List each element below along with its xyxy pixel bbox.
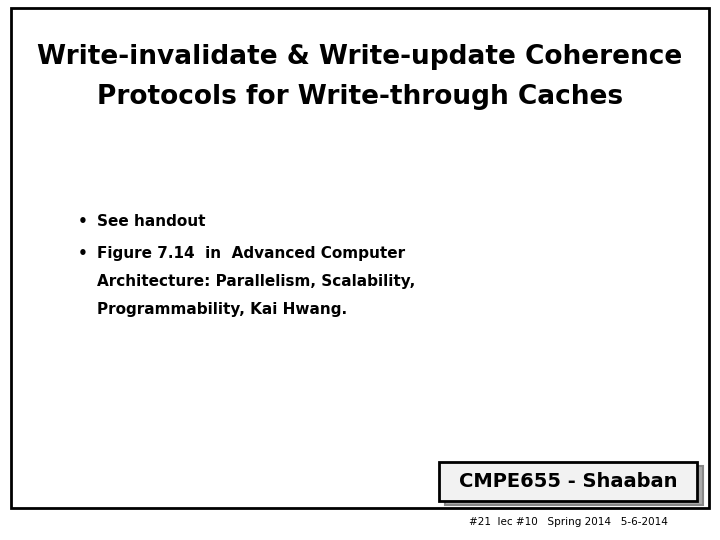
FancyBboxPatch shape	[445, 466, 703, 505]
FancyBboxPatch shape	[439, 462, 697, 501]
Text: #21  lec #10   Spring 2014   5-6-2014: #21 lec #10 Spring 2014 5-6-2014	[469, 517, 667, 527]
Text: Protocols for Write-through Caches: Protocols for Write-through Caches	[97, 84, 623, 110]
Text: Programmability, Kai Hwang.: Programmability, Kai Hwang.	[97, 302, 347, 318]
Text: Architecture: Parallelism, Scalability,: Architecture: Parallelism, Scalability,	[97, 274, 415, 289]
Text: CMPE655 - Shaaban: CMPE655 - Shaaban	[459, 472, 678, 491]
Text: Figure 7.14  in  Advanced Computer: Figure 7.14 in Advanced Computer	[97, 246, 405, 261]
Text: See handout: See handout	[97, 214, 206, 229]
Text: •: •	[78, 214, 88, 229]
Text: Write-invalidate & Write-update Coherence: Write-invalidate & Write-update Coherenc…	[37, 44, 683, 70]
FancyBboxPatch shape	[11, 8, 709, 508]
Text: •: •	[78, 246, 88, 261]
